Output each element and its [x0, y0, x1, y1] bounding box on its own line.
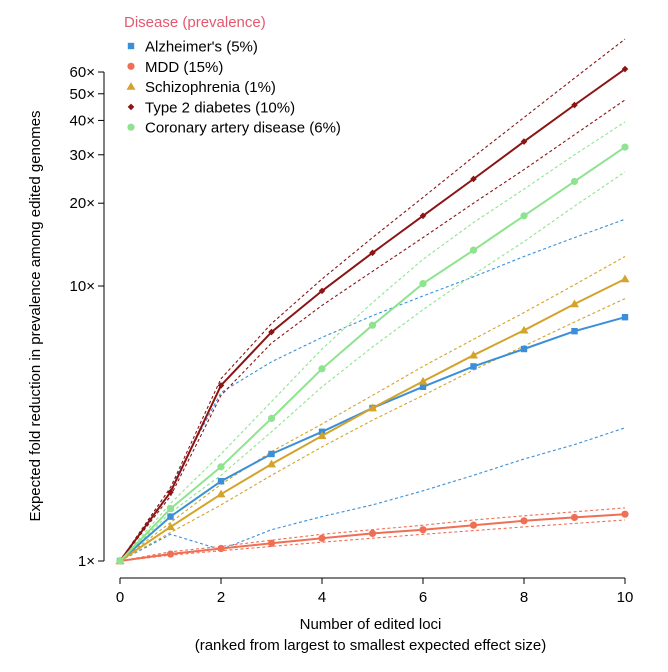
series-0-point-9	[571, 327, 578, 335]
series-4-point-1	[166, 505, 175, 513]
y-tick-label-50: 50×	[70, 86, 95, 103]
series-4-point-7	[469, 246, 478, 254]
x-tick-label-8: 8	[520, 589, 528, 606]
legend: Disease (prevalence) Alzheimer's (5%) MDD …	[124, 14, 341, 137]
series-2-point-2	[216, 489, 226, 498]
series-3-point-9	[571, 101, 578, 109]
legend-marker-0	[127, 42, 135, 50]
series-1-point-6	[419, 526, 427, 534]
legend-label-4: Coronary artery disease (6%)	[145, 120, 341, 137]
series-2-point-9	[570, 299, 579, 308]
series-3-point-7	[470, 175, 477, 183]
series-0-point-6	[419, 383, 427, 390]
series-4-point-9	[570, 177, 579, 186]
series-3-point-1	[167, 488, 174, 496]
series-0-upper-bound	[119, 218, 626, 562]
series-1-point-10	[621, 510, 629, 518]
y-tick-label-10: 10×	[70, 278, 95, 295]
x-tick-label-6: 6	[419, 589, 427, 606]
series-0-point-7	[470, 363, 477, 370]
series-2-point-6	[418, 376, 428, 385]
x-axis-label: Number of edited loci	[300, 616, 442, 633]
series-1-upper-bound	[119, 507, 626, 562]
series-1-point-9	[570, 513, 579, 522]
series-3-point-10	[621, 65, 629, 73]
x-axis-sublabel: (ranked from largest to smallest expecte…	[195, 637, 547, 654]
series-2-point-5	[368, 403, 377, 412]
series-3-point-4	[318, 287, 326, 295]
series-2-point-8	[519, 325, 529, 334]
y-tick-label-60: 60×	[70, 64, 95, 81]
legend-label-2: Schizophrenia (1%)	[145, 79, 276, 96]
y-tick-label-20: 20×	[70, 195, 95, 212]
series-4-point-3	[267, 414, 276, 423]
series-2-point-7	[469, 350, 478, 359]
series-3-point-8	[520, 138, 528, 145]
series-4-point-8	[520, 212, 528, 220]
series-3-point-2	[217, 382, 225, 389]
legend-marker-4	[127, 123, 135, 131]
series-3-point-6	[419, 212, 427, 220]
series-4-upper-bound	[119, 121, 626, 562]
legend-label-1: MDD (15%)	[145, 59, 223, 76]
series-4-point-10	[621, 143, 629, 151]
legend-title: Disease (prevalence)	[124, 14, 266, 31]
series-3-point-3	[268, 328, 275, 336]
series-3-lower-bound	[119, 99, 626, 562]
series-3-upper-bound	[119, 38, 626, 562]
series-2-point-1	[166, 522, 175, 531]
series-1-lower-bound	[119, 519, 626, 562]
series-2-point-3	[267, 459, 276, 468]
y-tick-label-30: 30×	[70, 147, 95, 164]
series-4-point-0	[116, 557, 124, 565]
legend-marker-2	[126, 82, 136, 90]
legend-label-0: Alzheimer's (5%)	[145, 39, 258, 56]
series-1-line	[119, 513, 626, 562]
x-tick-label-4: 4	[318, 589, 326, 606]
series-2-lower-bound	[119, 298, 626, 562]
series-2-point-4	[317, 431, 327, 440]
y-axis-label: Expected fold reduction in prevalence am…	[27, 110, 44, 521]
series-1-point-3	[267, 539, 276, 547]
series-1-point-4	[318, 534, 326, 542]
series-1-point-7	[469, 521, 478, 529]
series-1-point-8	[520, 517, 528, 525]
x-tick-label-2: 2	[217, 589, 225, 606]
series-0-point-10	[621, 314, 629, 321]
x-tick-label-0: 0	[116, 589, 124, 606]
series-1-point-1	[166, 550, 175, 558]
series-0-point-1	[167, 513, 174, 520]
series-4-point-5	[368, 321, 377, 329]
legend-marker-3	[127, 103, 135, 111]
legend-marker-1	[127, 62, 135, 70]
series-0-point-8	[520, 345, 528, 353]
series-2-upper-bound	[119, 256, 626, 562]
series-0-point-3	[268, 450, 275, 458]
series-4-point-6	[419, 280, 427, 288]
series-4-point-2	[217, 463, 225, 471]
series-2-point-10	[620, 274, 630, 283]
axes: 0 2 4 6 8 10 1× 10× 20× 30× 40× 50× 60× Number of edi…	[27, 64, 633, 654]
series-1-point-2	[217, 544, 225, 553]
series-1-point-5	[368, 529, 377, 537]
confidence-bands	[119, 38, 626, 562]
y-tick-label-40: 40×	[70, 112, 95, 129]
x-tick-label-10: 10	[617, 589, 634, 606]
legend-label-3: Type 2 diabetes (10%)	[145, 99, 295, 116]
series-lines	[115, 65, 630, 565]
series-0-point-2	[217, 478, 225, 485]
series-4-lower-bound	[119, 171, 626, 562]
series-3-point-5	[369, 249, 376, 257]
series-4-point-4	[318, 365, 326, 373]
y-tick-label-1: 1×	[78, 553, 95, 570]
